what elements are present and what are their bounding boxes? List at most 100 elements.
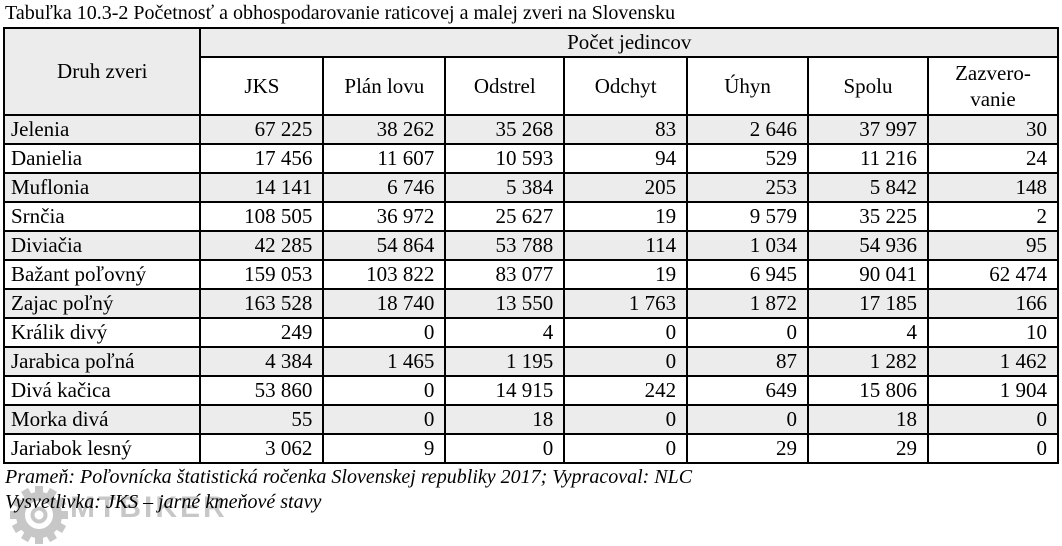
table-row: Zajac poľný 163 528 18 740 13 550 1 763 1 872… <box>2 288 1060 319</box>
value-cell: 17 185 <box>807 288 929 319</box>
value-cell: 29 <box>686 433 810 464</box>
value-cell: 0 <box>563 433 689 464</box>
game-statistics-table: Druh zveri Počet jedincov JKS Plán lovu … <box>2 27 1060 464</box>
table-row: Jelenia 67 225 38 262 35 268 83 2 646 37 997 30 <box>2 114 1060 145</box>
value-cell: 67 225 <box>199 114 325 145</box>
value-cell: 9 <box>322 433 447 464</box>
value-cell: 13 550 <box>444 288 566 319</box>
value-cell: 94 <box>563 143 689 174</box>
value-cell: 1 872 <box>686 288 810 319</box>
table-row: Muflonia 14 141 6 746 5 384 205 253 5 842 148 <box>2 172 1060 203</box>
value-cell: 90 041 <box>807 259 929 290</box>
value-cell: 14 915 <box>444 375 566 406</box>
value-cell: 11 607 <box>322 143 447 174</box>
species-cell: Danielia <box>2 143 202 174</box>
value-cell: 253 <box>686 172 810 203</box>
value-cell: 148 <box>926 172 1060 203</box>
value-cell: 0 <box>563 346 689 377</box>
value-cell: 18 <box>444 404 566 435</box>
column-header-uhyn: Úhyn <box>686 56 810 116</box>
column-header-odchyt: Odchyt <box>563 56 689 116</box>
value-cell: 108 505 <box>199 201 325 232</box>
value-cell: 0 <box>926 433 1060 464</box>
value-cell: 19 <box>563 201 689 232</box>
value-cell: 0 <box>563 317 689 348</box>
value-cell: 29 <box>807 433 929 464</box>
table-row: Diviačia 42 285 54 864 53 788 114 1 034 54 936… <box>2 230 1060 261</box>
value-cell: 18 <box>807 404 929 435</box>
column-header-group: Počet jedincov <box>199 27 1059 58</box>
source-note: Prameň: Poľovnícka štatistická ročenka S… <box>5 466 693 488</box>
page-title: Tabuľka 10.3-2 Početnosť a obhospodarova… <box>5 2 676 24</box>
value-cell: 4 <box>444 317 566 348</box>
value-cell: 15 806 <box>807 375 929 406</box>
value-cell: 9 579 <box>686 201 810 232</box>
column-header-jks: JKS <box>199 56 325 116</box>
value-cell: 4 384 <box>199 346 325 377</box>
header-row-sub: JKS Plán lovu Odstrel Odchyt Úhyn Spolu … <box>4 56 1060 116</box>
value-cell: 114 <box>563 230 689 261</box>
value-cell: 0 <box>322 375 447 406</box>
value-cell: 53 788 <box>444 230 566 261</box>
value-cell: 4 <box>807 317 929 348</box>
value-cell: 0 <box>686 317 810 348</box>
table-row: Divá kačica 53 860 0 14 915 242 649 15 806 1 90… <box>2 375 1060 406</box>
value-cell: 17 456 <box>199 143 325 174</box>
value-cell: 0 <box>444 433 566 464</box>
species-cell: Jelenia <box>2 114 202 145</box>
table-row: Srnčia 108 505 36 972 25 627 19 9 579 35 225 2 <box>2 201 1060 232</box>
value-cell: 1 763 <box>563 288 689 319</box>
value-cell: 3 062 <box>199 433 325 464</box>
value-cell: 83 077 <box>444 259 566 290</box>
table-row: Jarabica poľná 4 384 1 465 1 195 0 87 1 282 1 4… <box>2 346 1060 377</box>
value-cell: 10 593 <box>444 143 566 174</box>
value-cell: 1 034 <box>686 230 810 261</box>
value-cell: 18 740 <box>322 288 447 319</box>
legend-note: Vysvetlivka: JKS – jarné kmeňové stavy <box>5 491 322 513</box>
table-row: Danielia 17 456 11 607 10 593 94 529 11 216 24 <box>2 143 1060 174</box>
value-cell: 1 195 <box>444 346 566 377</box>
value-cell: 529 <box>686 143 810 174</box>
species-cell: Diviačia <box>2 230 202 261</box>
value-cell: 0 <box>926 404 1060 435</box>
value-cell: 19 <box>563 259 689 290</box>
species-cell: Divá kačica <box>2 375 202 406</box>
column-header-zazverovanie: Zazvero- vanie <box>926 56 1060 116</box>
value-cell: 24 <box>926 143 1060 174</box>
value-cell: 0 <box>322 404 447 435</box>
value-cell: 1 282 <box>807 346 929 377</box>
species-cell: Morka divá <box>2 404 202 435</box>
value-cell: 83 <box>563 114 689 145</box>
table-row: Jariabok lesný 3 062 9 0 0 29 29 0 <box>2 433 1060 464</box>
value-cell: 42 285 <box>199 230 325 261</box>
table-footer: Prameň: Poľovnícka štatistická ročenka S… <box>5 465 1062 515</box>
value-cell: 30 <box>926 114 1060 145</box>
column-header-species: Druh zveri <box>2 27 202 116</box>
value-cell: 163 528 <box>199 288 325 319</box>
table-row: Bažant poľovný 159 053 103 822 83 077 19 6 94… <box>2 259 1060 290</box>
value-cell: 25 627 <box>444 201 566 232</box>
value-cell: 55 <box>199 404 325 435</box>
value-cell: 1 904 <box>926 375 1060 406</box>
value-cell: 37 997 <box>807 114 929 145</box>
value-cell: 0 <box>686 404 810 435</box>
table-body: Jelenia 67 225 38 262 35 268 83 2 646 37 997 30… <box>2 114 1060 464</box>
value-cell: 62 474 <box>926 259 1060 290</box>
value-cell: 53 860 <box>199 375 325 406</box>
species-cell: Srnčia <box>2 201 202 232</box>
value-cell: 205 <box>563 172 689 203</box>
value-cell: 10 <box>926 317 1060 348</box>
column-header-odstrel: Odstrel <box>444 56 566 116</box>
value-cell: 6 945 <box>686 259 810 290</box>
value-cell: 38 262 <box>322 114 447 145</box>
value-cell: 36 972 <box>322 201 447 232</box>
value-cell: 14 141 <box>199 172 325 203</box>
species-cell: Bažant poľovný <box>2 259 202 290</box>
value-cell: 54 936 <box>807 230 929 261</box>
value-cell: 95 <box>926 230 1060 261</box>
value-cell: 242 <box>563 375 689 406</box>
value-cell: 2 646 <box>686 114 810 145</box>
value-cell: 166 <box>926 288 1060 319</box>
species-cell: Jariabok lesný <box>2 433 202 464</box>
value-cell: 35 268 <box>444 114 566 145</box>
